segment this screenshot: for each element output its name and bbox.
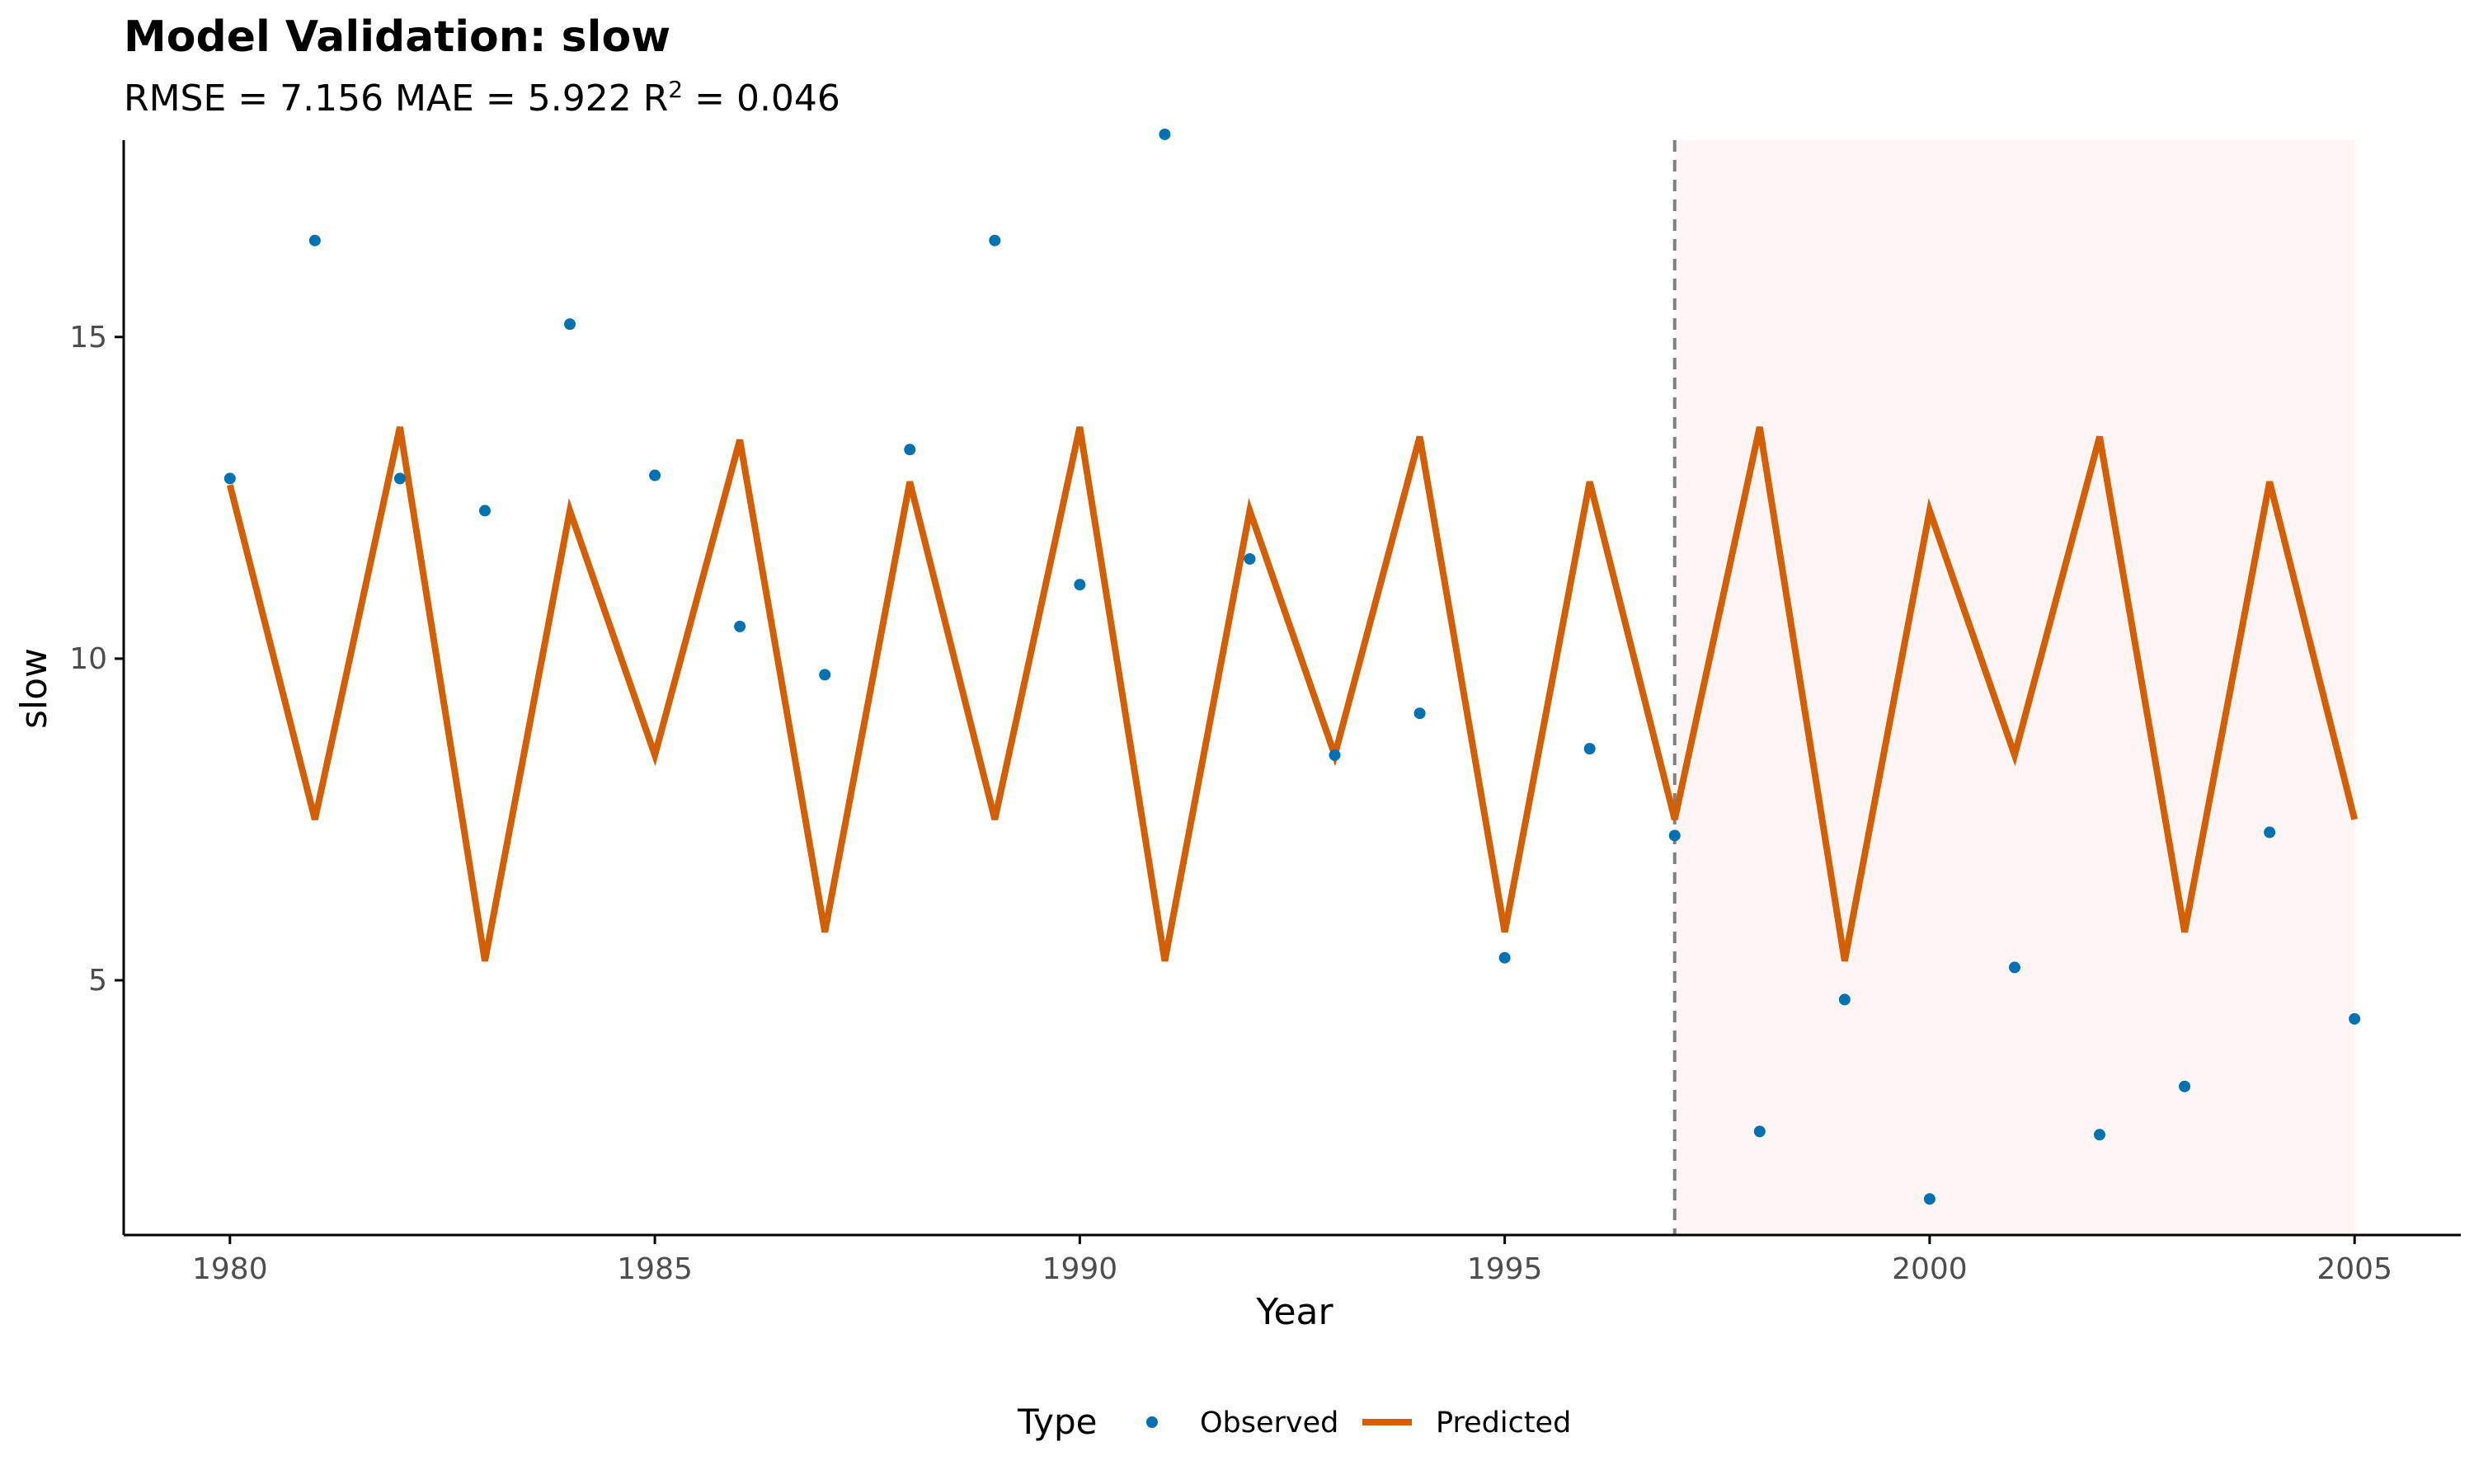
x-tick-label: 1985	[617, 1252, 693, 1286]
x-tick-label: 2005	[2316, 1252, 2392, 1286]
x-tick-label: 2000	[1892, 1252, 1968, 1286]
observed-point	[1923, 1193, 1935, 1205]
observed-series	[223, 128, 2361, 1205]
observed-point	[1583, 743, 1596, 755]
predicted-line	[226, 426, 2359, 962]
validation-shade-region	[1674, 140, 2355, 1235]
observed-point	[1159, 128, 1171, 140]
observed-point	[393, 472, 406, 485]
observed-point	[1329, 749, 1341, 761]
chart-subtitle: RMSE = 7.156 MAE = 5.922 R2 = 0.046	[124, 76, 840, 120]
observed-point	[223, 472, 236, 485]
plot-area: 1980 1985 1990 1995 2000 2005 5 10 15	[69, 128, 2461, 1286]
x-tick-label: 1995	[1467, 1252, 1543, 1286]
legend-observed-label: Observed	[1200, 1407, 1338, 1439]
observed-point	[2179, 1080, 2191, 1092]
subtitle-suffix: = 0.046	[683, 77, 840, 120]
observed-point	[649, 469, 661, 481]
x-axis-ticks: 1980 1985 1990 1995 2000 2005	[192, 1235, 2392, 1286]
observed-point	[734, 620, 746, 632]
x-axis-title: Year	[1255, 1291, 1333, 1333]
observed-point	[308, 234, 321, 247]
x-tick-label: 1990	[1042, 1252, 1118, 1286]
x-tick-label: 1980	[192, 1252, 268, 1286]
y-axis-title: slow	[13, 648, 55, 729]
observed-point	[2008, 961, 2020, 974]
observed-point	[564, 318, 576, 331]
legend: Type Observed Predicted	[1017, 1402, 1571, 1442]
legend-observed-swatch	[1146, 1416, 1158, 1428]
y-tick-label: 10	[69, 642, 107, 676]
observed-point	[1753, 1125, 1766, 1138]
y-axis-ticks: 5 10 15	[69, 321, 124, 998]
observed-point	[2349, 1012, 2361, 1025]
subtitle-prefix: RMSE = 7.156 MAE = 5.922 R	[124, 77, 668, 120]
observed-point	[1244, 552, 1256, 565]
y-tick-label: 15	[69, 321, 107, 355]
observed-point	[1668, 829, 1681, 842]
legend-title: Type	[1017, 1402, 1097, 1442]
observed-point	[1498, 951, 1511, 964]
subtitle-superscript: 2	[668, 76, 683, 103]
chart-title: Model Validation: slow	[124, 12, 670, 62]
observed-point	[1413, 707, 1426, 720]
observed-point	[2264, 826, 2276, 838]
observed-point	[478, 505, 491, 517]
observed-point	[904, 444, 916, 456]
observed-point	[989, 234, 1001, 247]
predicted-series	[226, 426, 2359, 962]
observed-point	[2094, 1129, 2106, 1141]
y-tick-label: 5	[88, 964, 107, 998]
legend-predicted-label: Predicted	[1436, 1407, 1571, 1439]
observed-point	[1838, 993, 1851, 1006]
observed-point	[1074, 579, 1086, 591]
observed-point	[819, 669, 831, 681]
